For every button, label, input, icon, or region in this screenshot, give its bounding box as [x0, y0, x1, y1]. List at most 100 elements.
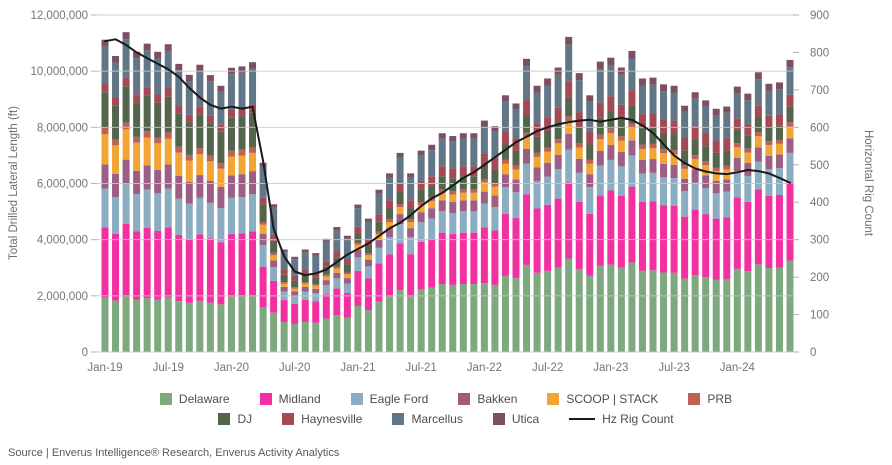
bar-segment — [775, 89, 783, 115]
bar-segment — [649, 172, 657, 202]
bar-segment — [586, 95, 594, 102]
bar-segment — [196, 234, 204, 301]
bar-segment — [407, 173, 415, 178]
bar-segment — [512, 165, 520, 170]
legend-line-swatch — [569, 417, 596, 421]
bar-segment — [786, 182, 794, 261]
bar-segment — [733, 157, 741, 172]
bar-segment — [428, 144, 436, 151]
bar-segment — [333, 288, 341, 316]
bar-segment — [470, 232, 478, 285]
bar-segment — [470, 189, 478, 193]
bar-segment — [628, 50, 636, 59]
bar-segment — [280, 252, 288, 270]
bar-segment — [322, 294, 330, 319]
bar-segment — [280, 321, 288, 352]
x-axis-tick-label: Jan-22 — [467, 362, 502, 374]
bar-segment — [364, 218, 372, 222]
bar-segment — [512, 218, 520, 279]
bar-segment — [270, 207, 278, 235]
bar-segment — [249, 152, 257, 172]
bar-segment — [238, 296, 246, 352]
x-axis-tick-label: Jul-19 — [153, 362, 184, 374]
bar-segment — [386, 219, 394, 222]
bar-segment — [407, 177, 415, 201]
legend-item-marcellus: Marcellus — [392, 412, 463, 426]
bar-segment — [206, 302, 214, 352]
bar-segment — [544, 85, 552, 118]
bar-segment — [775, 82, 783, 90]
bar-segment — [438, 133, 446, 139]
legend-item-eagle-ford: Eagle Ford — [350, 392, 428, 406]
bar-segment — [122, 223, 130, 297]
bar-segment — [702, 161, 710, 166]
bar-segment — [459, 192, 467, 201]
bar-segment — [312, 255, 320, 273]
bar-segment — [154, 102, 162, 138]
legend-label: PRB — [707, 392, 733, 406]
bar-segment — [364, 221, 372, 239]
x-axis-tick-label: Jul-22 — [532, 362, 563, 374]
bar-segment — [586, 144, 594, 160]
bar-segment — [470, 211, 478, 233]
bar-segment — [291, 287, 299, 289]
bar-segment — [396, 152, 404, 158]
bar-segment — [733, 143, 741, 148]
bar-segment — [112, 62, 120, 98]
bar-segment — [480, 164, 488, 180]
bar-segment — [596, 117, 604, 135]
bar-segment — [196, 175, 204, 198]
bar-segment — [259, 204, 267, 222]
bar-segment — [681, 191, 689, 217]
legend-label: DJ — [237, 412, 253, 426]
bar-segment — [417, 180, 425, 190]
bar-segment — [575, 143, 583, 148]
bar-segment — [133, 142, 141, 171]
bar-segment — [449, 141, 457, 169]
bar-segment — [744, 271, 752, 352]
bar-segment — [596, 68, 604, 103]
rig-count-line — [104, 38, 791, 277]
bar-segment — [312, 272, 320, 278]
bar-segment — [523, 114, 531, 133]
bar-segment — [501, 187, 509, 214]
bar-segment — [438, 284, 446, 352]
bar-segment — [775, 195, 783, 268]
bar-segment — [702, 277, 710, 352]
bar-segment — [217, 186, 225, 209]
bar-segment — [544, 130, 552, 148]
legend-color-swatch — [218, 413, 231, 425]
bar-segment — [775, 154, 783, 169]
bar-segment — [691, 275, 699, 352]
bar-segment — [112, 233, 120, 301]
legend-label: Delaware — [178, 392, 230, 406]
bar-segment — [185, 74, 193, 81]
bar-segment — [333, 278, 341, 289]
bar-segment — [185, 122, 193, 155]
bar-segment — [164, 88, 172, 97]
bar-segment — [375, 189, 383, 194]
bar-segment — [723, 165, 731, 170]
bar-segment — [586, 131, 594, 145]
bar-segment — [660, 177, 668, 206]
bar-segment — [681, 111, 689, 139]
bar-segment — [480, 126, 488, 154]
bar-segment — [322, 318, 330, 352]
bar-segment — [407, 228, 415, 238]
bar-segment — [491, 157, 499, 170]
bar-segment — [575, 269, 583, 352]
legend-item-haynesville: Haynesville — [282, 412, 362, 426]
bar-segment — [638, 128, 646, 145]
bar-segment — [617, 152, 625, 167]
bar-segment — [301, 249, 309, 253]
bar-segment — [533, 156, 541, 168]
bar-segment — [681, 178, 689, 192]
left-axis-tick-label: 2,000,000 — [37, 291, 88, 303]
bar-segment — [459, 189, 467, 193]
bar-segment — [765, 115, 773, 128]
bar-segment — [249, 68, 257, 105]
bar-segment — [438, 200, 446, 212]
bar-segment — [343, 283, 351, 294]
bar-segment — [175, 234, 183, 302]
bar-segment — [533, 208, 541, 273]
